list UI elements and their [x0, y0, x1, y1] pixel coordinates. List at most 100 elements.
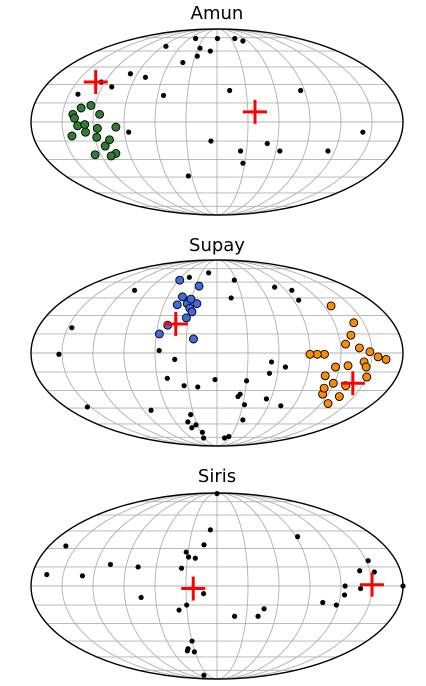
group-member-point — [381, 354, 391, 364]
field-point — [266, 370, 273, 376]
group-member-point — [90, 150, 100, 160]
field-point — [264, 140, 270, 147]
field-point — [189, 638, 195, 644]
meridian-gridline — [154, 28, 218, 216]
group-member-point — [373, 352, 383, 362]
meridian-gridline — [216, 492, 280, 680]
field-point — [296, 297, 302, 303]
field-point — [237, 148, 244, 154]
panel-marks-siris — [44, 490, 406, 678]
centre-marker — [359, 572, 384, 597]
group-member-point — [328, 378, 338, 388]
field-point — [206, 270, 212, 276]
field-point — [186, 274, 192, 280]
group-member-point — [186, 294, 196, 304]
meridian-gridline — [185, 492, 218, 680]
group-member-point — [177, 292, 187, 302]
group-member-point — [334, 392, 344, 401]
field-point — [194, 53, 200, 59]
group-member-point — [70, 113, 79, 123]
centre-marker — [181, 576, 206, 601]
field-point — [255, 613, 261, 619]
panel-marks-supay — [56, 270, 391, 441]
field-point — [181, 383, 187, 389]
field-point — [163, 43, 169, 49]
group-member-point — [86, 101, 96, 110]
field-point — [289, 287, 295, 293]
meridian-gridline — [216, 492, 249, 680]
meridian-gridline — [185, 28, 218, 216]
panel-marks-amun — [67, 35, 366, 179]
group-member-point — [320, 371, 330, 381]
field-point — [357, 585, 364, 592]
field-point — [241, 402, 248, 408]
meridian-gridline — [216, 259, 342, 447]
field-point — [333, 602, 339, 608]
field-point — [160, 92, 167, 99]
field-point — [214, 35, 221, 42]
group-member-point — [92, 123, 102, 133]
field-point — [199, 429, 206, 435]
field-point — [189, 425, 195, 431]
group-member-point — [95, 109, 105, 119]
meridian-gridline — [61, 28, 218, 216]
field-point — [56, 351, 62, 357]
field-point — [232, 35, 238, 42]
meridian-gridline — [92, 259, 218, 447]
field-point — [231, 613, 238, 619]
meridian-gridline — [216, 492, 311, 680]
field-point — [365, 558, 371, 564]
field-point — [142, 74, 149, 80]
group-member-point — [67, 131, 77, 141]
meridian-gridline — [123, 492, 218, 680]
centre-marker — [243, 99, 268, 124]
field-point — [192, 555, 198, 561]
panel-grid-siris — [31, 492, 403, 680]
field-point — [212, 376, 218, 383]
field-point — [277, 148, 283, 154]
field-point — [228, 295, 234, 301]
field-point — [138, 594, 144, 601]
field-point — [201, 672, 207, 678]
group-member-point — [92, 132, 102, 142]
panel-frame-supay — [30, 259, 404, 447]
meridian-gridline — [92, 492, 218, 680]
field-point — [231, 277, 237, 283]
field-point — [268, 359, 275, 365]
field-point — [191, 649, 197, 655]
field-point — [131, 287, 138, 293]
panel-siris: Siris — [30, 466, 406, 680]
field-point — [201, 435, 207, 441]
group-member-point — [175, 275, 185, 285]
group-member-point — [362, 372, 372, 382]
group-member-point — [105, 135, 114, 145]
meridian-gridline — [61, 492, 218, 680]
panel-grid-supay — [31, 259, 403, 447]
field-point — [201, 591, 207, 597]
field-point — [69, 325, 75, 331]
meridian-gridline — [216, 28, 311, 216]
panel-title-amun: Amun — [191, 3, 244, 24]
group-member-point — [73, 121, 83, 131]
panel-grid-amun — [31, 28, 403, 216]
field-point — [164, 375, 170, 381]
field-point — [75, 91, 81, 97]
meridian-gridline — [123, 259, 218, 447]
field-point — [201, 542, 207, 548]
group-member-point — [343, 361, 353, 371]
group-member-point — [189, 334, 198, 344]
group-member-point — [319, 383, 329, 393]
group-member-point — [154, 329, 164, 339]
field-point — [208, 138, 214, 144]
meridian-gridline — [216, 259, 249, 447]
field-point — [207, 527, 214, 533]
field-point — [263, 396, 270, 402]
group-member-point — [305, 349, 315, 359]
field-point — [44, 571, 50, 578]
field-point — [192, 35, 199, 42]
meridian-gridline — [216, 28, 249, 216]
field-point — [84, 404, 90, 410]
group-member-point — [111, 122, 121, 132]
panel-title-supay: Supay — [189, 235, 245, 256]
field-point — [325, 148, 331, 154]
